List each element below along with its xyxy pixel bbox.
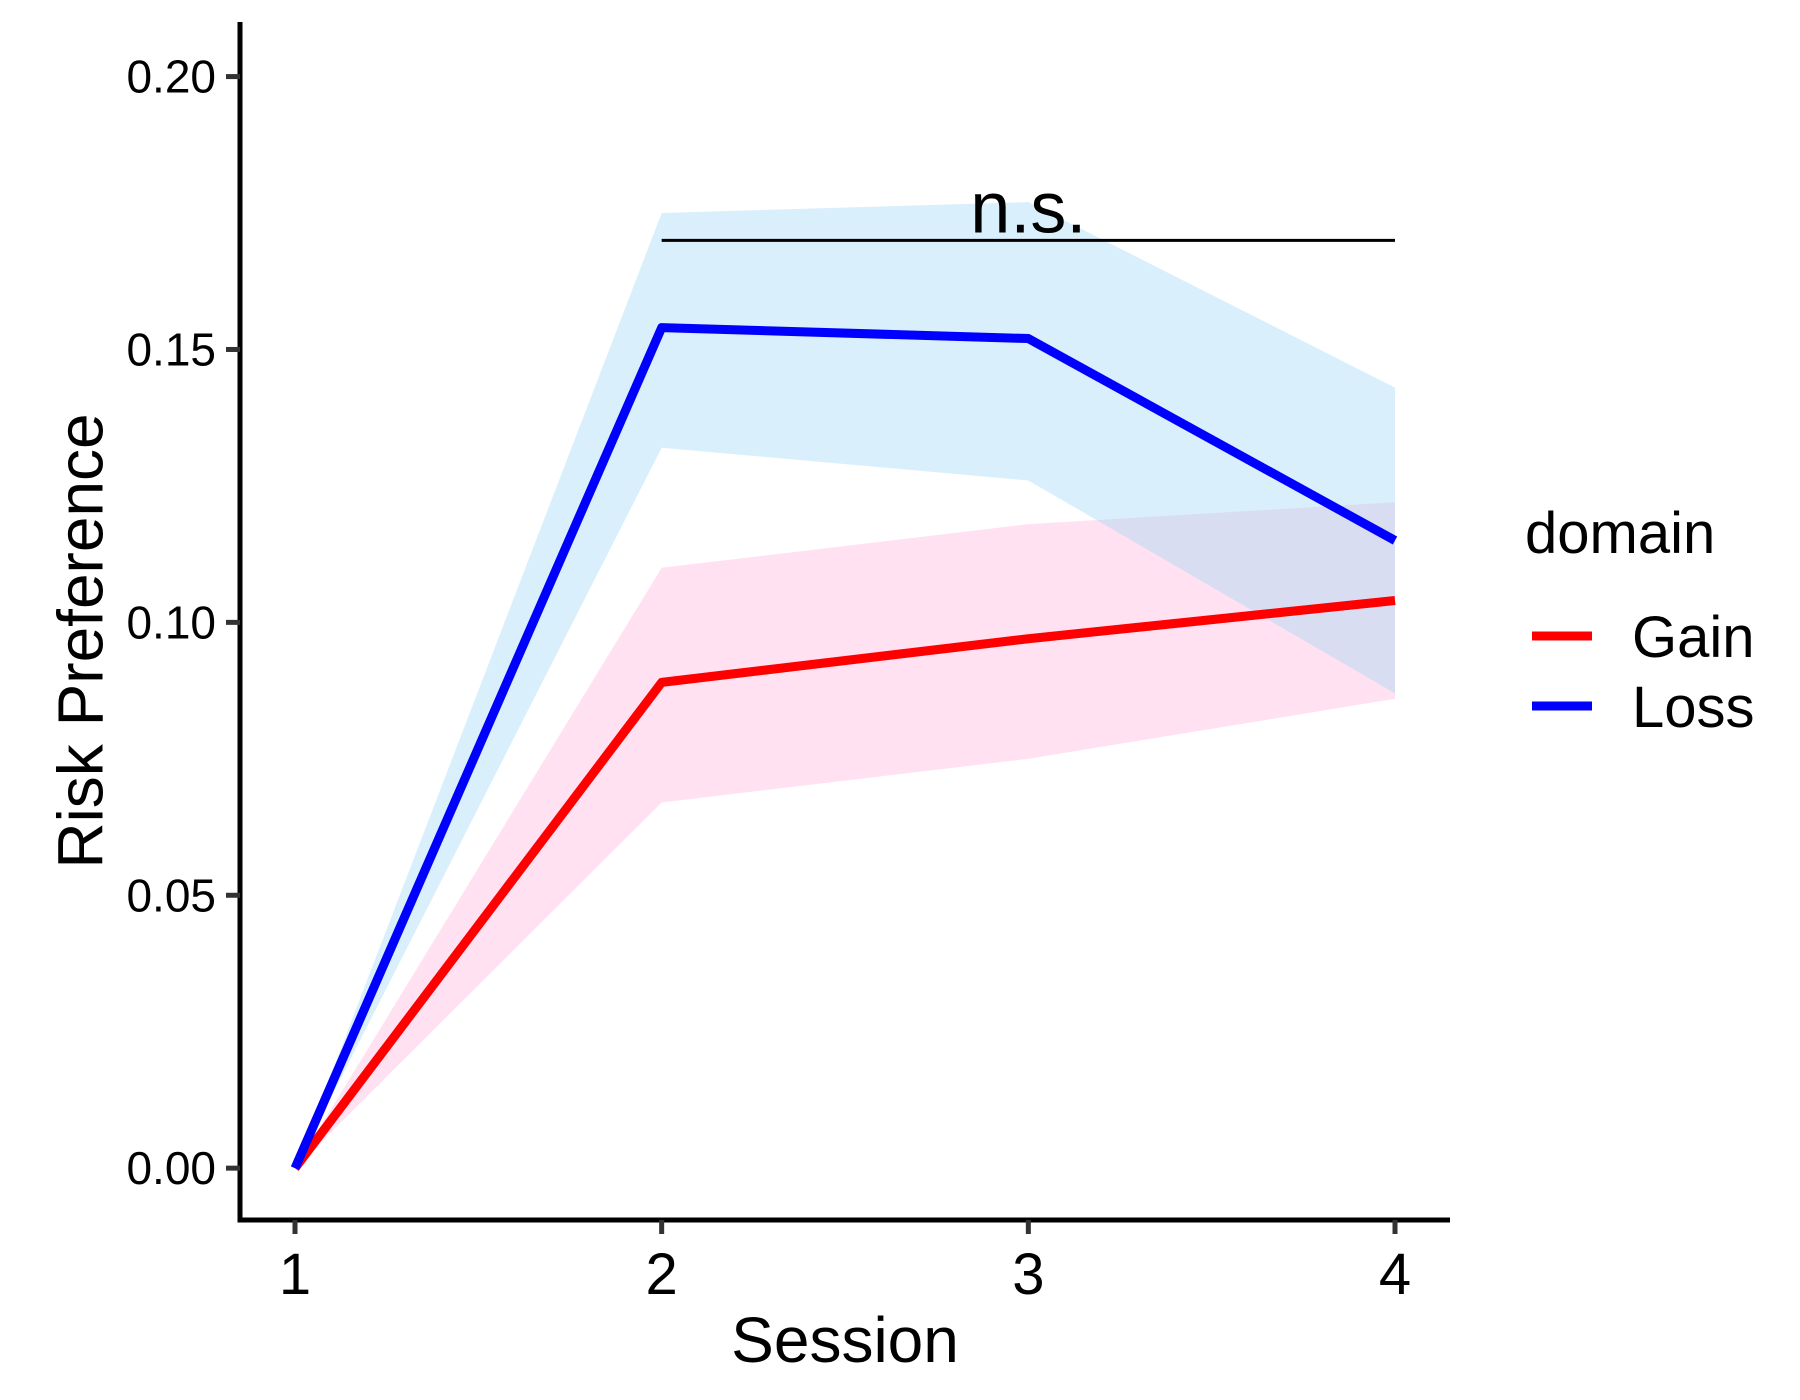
x-tick-label: 1 [279,1242,311,1307]
x-tick-label: 4 [1379,1242,1411,1307]
y-tick-label: 0.15 [126,323,216,375]
bands-layer [295,202,1395,1169]
x-tick-label: 2 [646,1242,678,1307]
x-axis-title: Session [731,1304,959,1376]
legend-title: domain [1525,501,1715,566]
significance-label: n.s. [970,168,1086,248]
y-tick-label: 0.10 [126,596,216,648]
series-line-gain [291,596,1396,1171]
legend-label-gain: Gain [1632,605,1755,670]
x-tick-label: 3 [1012,1242,1044,1307]
ci-band-gain [295,502,1395,1169]
y-tick-label: 0.00 [126,1142,216,1194]
x-ticks: 1 2 3 4 [279,1220,1411,1307]
y-axis-title: Risk Preference [44,413,116,868]
lines-layer [290,323,1398,1171]
legend-label-loss: Loss [1632,675,1755,740]
y-tick-label: 0.05 [126,869,216,921]
y-ticks: 0.00 0.05 0.10 0.15 0.20 [126,51,240,1194]
annotation-layer: n.s. [661,168,1395,248]
y-tick-label: 0.20 [126,51,216,103]
ci-band-loss [295,202,1395,1169]
series-line-loss [290,323,1398,1170]
